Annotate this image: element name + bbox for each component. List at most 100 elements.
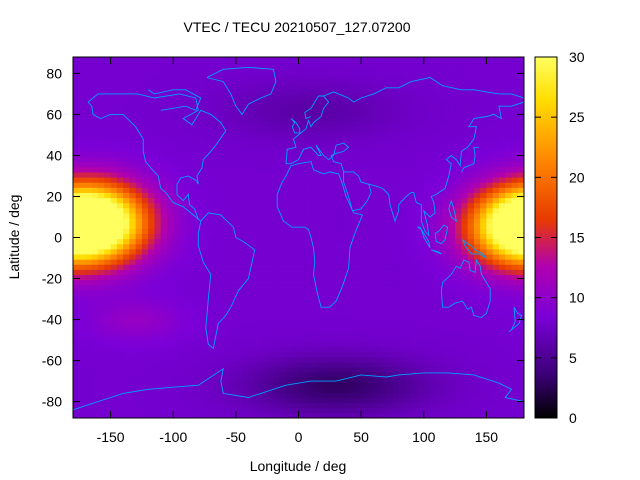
- heatmap-cell: [498, 74, 506, 81]
- heatmap-cell: [386, 284, 394, 291]
- heatmap-cell: [354, 412, 362, 418]
- heatmap-cell: [430, 69, 437, 76]
- heatmap-cell: [135, 366, 143, 373]
- heatmap-cell: [392, 330, 400, 337]
- heatmap-cell: [210, 305, 218, 311]
- heatmap-cell: [367, 146, 375, 152]
- heatmap-cell: [442, 192, 450, 199]
- heatmap-cell: [317, 130, 325, 137]
- heatmap-cell: [260, 238, 268, 245]
- heatmap-cell: [198, 74, 206, 81]
- heatmap-cell: [367, 59, 375, 65]
- heatmap-cell: [336, 320, 343, 327]
- heatmap-cell: [492, 192, 500, 199]
- heatmap-cell: [242, 110, 249, 117]
- heatmap-cell: [267, 243, 275, 250]
- heatmap-cell: [110, 243, 118, 250]
- heatmap-cell: [386, 346, 394, 352]
- heatmap-cell: [498, 94, 506, 101]
- heatmap-cell: [91, 57, 99, 60]
- heatmap-cell: [210, 387, 218, 393]
- heatmap-cell: [417, 392, 425, 399]
- heatmap-cell: [279, 57, 287, 60]
- heatmap-cell: [166, 233, 174, 240]
- heatmap-cell: [492, 146, 500, 152]
- heatmap-cell: [311, 69, 318, 76]
- heatmap-cell: [486, 402, 494, 409]
- heatmap-cell: [110, 79, 118, 86]
- heatmap-cell: [505, 228, 513, 234]
- heatmap-cell: [505, 382, 513, 388]
- heatmap-cell: [85, 325, 93, 332]
- heatmap-cell: [79, 228, 87, 234]
- heatmap-cell: [73, 392, 80, 399]
- heatmap-cell: [285, 100, 293, 106]
- heatmap-cell: [373, 274, 381, 281]
- heatmap-cell: [292, 166, 300, 173]
- heatmap-cell: [123, 264, 130, 270]
- heatmap-cell: [192, 264, 199, 270]
- heatmap-cell: [404, 315, 412, 322]
- heatmap-cell: [492, 135, 500, 142]
- heatmap-cell: [354, 115, 362, 122]
- heatmap-cell: [423, 376, 431, 383]
- heatmap-cell: [317, 351, 325, 358]
- heatmap-cell: [135, 94, 143, 101]
- heatmap-cell: [498, 289, 506, 296]
- heatmap-cell: [442, 356, 450, 363]
- heatmap-cell: [505, 94, 513, 101]
- heatmap-cell: [373, 366, 381, 373]
- heatmap-cell: [85, 300, 93, 306]
- heatmap-cell: [311, 412, 318, 418]
- heatmap-cell: [448, 151, 456, 158]
- heatmap-cell: [273, 141, 281, 147]
- heatmap-cell: [467, 284, 475, 291]
- heatmap-cell: [329, 397, 337, 404]
- heatmap-cell: [154, 238, 162, 245]
- heatmap-cell: [135, 223, 143, 229]
- heatmap-cell: [354, 69, 362, 76]
- heatmap-cell: [116, 156, 124, 163]
- heatmap-cell: [73, 135, 80, 142]
- heatmap-cell: [430, 223, 437, 229]
- heatmap-cell: [361, 412, 368, 418]
- heatmap-cell: [248, 161, 256, 168]
- heatmap-cell: [160, 212, 168, 219]
- heatmap-cell: [498, 284, 506, 291]
- heatmap-cell: [404, 151, 412, 158]
- heatmap-cell: [123, 192, 130, 199]
- heatmap-cell: [505, 57, 513, 60]
- heatmap-cell: [235, 376, 243, 383]
- heatmap-cell: [104, 361, 112, 368]
- heatmap-cell: [473, 253, 481, 260]
- heatmap-cell: [423, 125, 431, 132]
- heatmap-cell: [79, 187, 87, 193]
- heatmap-cell: [298, 269, 306, 276]
- heatmap-cell: [285, 57, 293, 60]
- heatmap-cell: [430, 407, 437, 414]
- heatmap-cell: [104, 346, 112, 352]
- heatmap-cell: [173, 57, 181, 60]
- heatmap-cell: [492, 166, 500, 173]
- heatmap-cell: [116, 397, 124, 404]
- heatmap-cell: [260, 115, 268, 122]
- heatmap-cell: [473, 305, 481, 311]
- heatmap-cell: [461, 412, 469, 418]
- heatmap-cell: [467, 228, 475, 234]
- heatmap-cell: [242, 330, 249, 337]
- heatmap-cell: [317, 105, 325, 111]
- heatmap-cell: [141, 197, 149, 204]
- heatmap-cell: [498, 64, 506, 70]
- heatmap-cell: [392, 259, 400, 265]
- heatmap-cell: [116, 248, 124, 255]
- heatmap-cell: [210, 259, 218, 265]
- heatmap-cell: [392, 176, 400, 183]
- heatmap-cell: [242, 100, 249, 106]
- heatmap-cell: [91, 59, 99, 65]
- heatmap-cell: [354, 305, 362, 311]
- heatmap-cell: [79, 346, 87, 352]
- heatmap-cell: [85, 110, 93, 117]
- heatmap-cell: [480, 310, 488, 317]
- heatmap-cell: [229, 335, 237, 342]
- heatmap-cell: [411, 197, 419, 204]
